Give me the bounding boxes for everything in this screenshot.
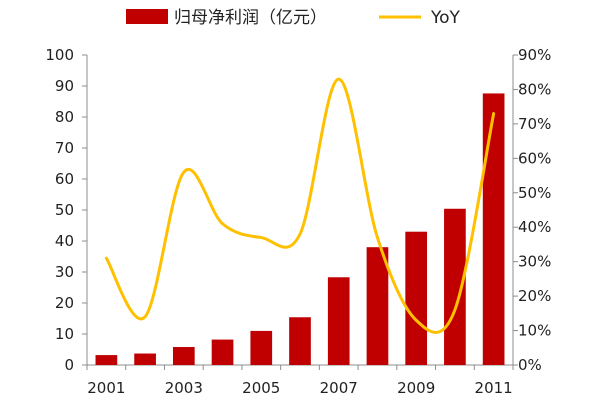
bar [482, 93, 505, 365]
y-right-tick-label: 80% [518, 80, 551, 98]
y-right-tick-label: 10% [518, 322, 551, 340]
legend-label-yoy: YoY [430, 8, 461, 28]
y-left-tick-label: 70 [55, 139, 74, 157]
bar [327, 277, 350, 365]
y-left-tick-label: 40 [55, 232, 74, 250]
y-left-tick-label: 60 [55, 170, 74, 188]
x-tick-label: 2009 [397, 379, 435, 397]
y-right-tick-label: 40% [518, 218, 551, 236]
y-right-tick-label: 20% [518, 287, 551, 305]
axes: 0 10 20 30 40 50 60 70 80 90 100 0% 10% 20% 30% 40% 50% 6… [45, 46, 551, 397]
bar [366, 247, 389, 365]
y-left-tick-label: 100 [45, 46, 74, 64]
x-tick-label: 2007 [320, 379, 358, 397]
line-series [104, 77, 496, 334]
y-right-tick-label: 0% [518, 356, 542, 374]
bar [172, 347, 195, 365]
bar [289, 317, 311, 365]
y-right-tick-label: 60% [518, 149, 551, 167]
y-left-tick-label: 10 [55, 325, 74, 343]
bar [95, 355, 118, 365]
y-left-tick-label: 50 [55, 201, 74, 219]
y-right-tick-label: 50% [518, 184, 551, 202]
bar [211, 339, 234, 365]
y-right-tick-label: 90% [518, 46, 551, 64]
y-left-tick-label: 20 [55, 294, 74, 312]
y-left-tick-label: 30 [55, 263, 74, 281]
y-left-tick-label: 0 [64, 356, 74, 374]
x-tick-label: 2001 [87, 379, 125, 397]
y-left-tick-label: 90 [55, 77, 74, 95]
yoy-line [104, 77, 496, 334]
bar [444, 208, 466, 365]
legend-swatch-profit [126, 9, 168, 24]
x-tick-label: 2003 [165, 379, 203, 397]
bar [250, 330, 273, 365]
x-tick-label: 2011 [475, 379, 513, 397]
bar [405, 231, 428, 365]
x-tick-label: 2005 [242, 379, 280, 397]
legend-label-profit: 归母净利润（亿元） [174, 8, 327, 28]
bar-series [95, 93, 505, 365]
bar [134, 353, 156, 365]
y-left-tick-label: 80 [55, 108, 74, 126]
y-right-tick-label: 70% [518, 115, 551, 133]
y-right-tick-label: 30% [518, 253, 551, 271]
legend: 归母净利润（亿元） YoY [126, 8, 461, 28]
